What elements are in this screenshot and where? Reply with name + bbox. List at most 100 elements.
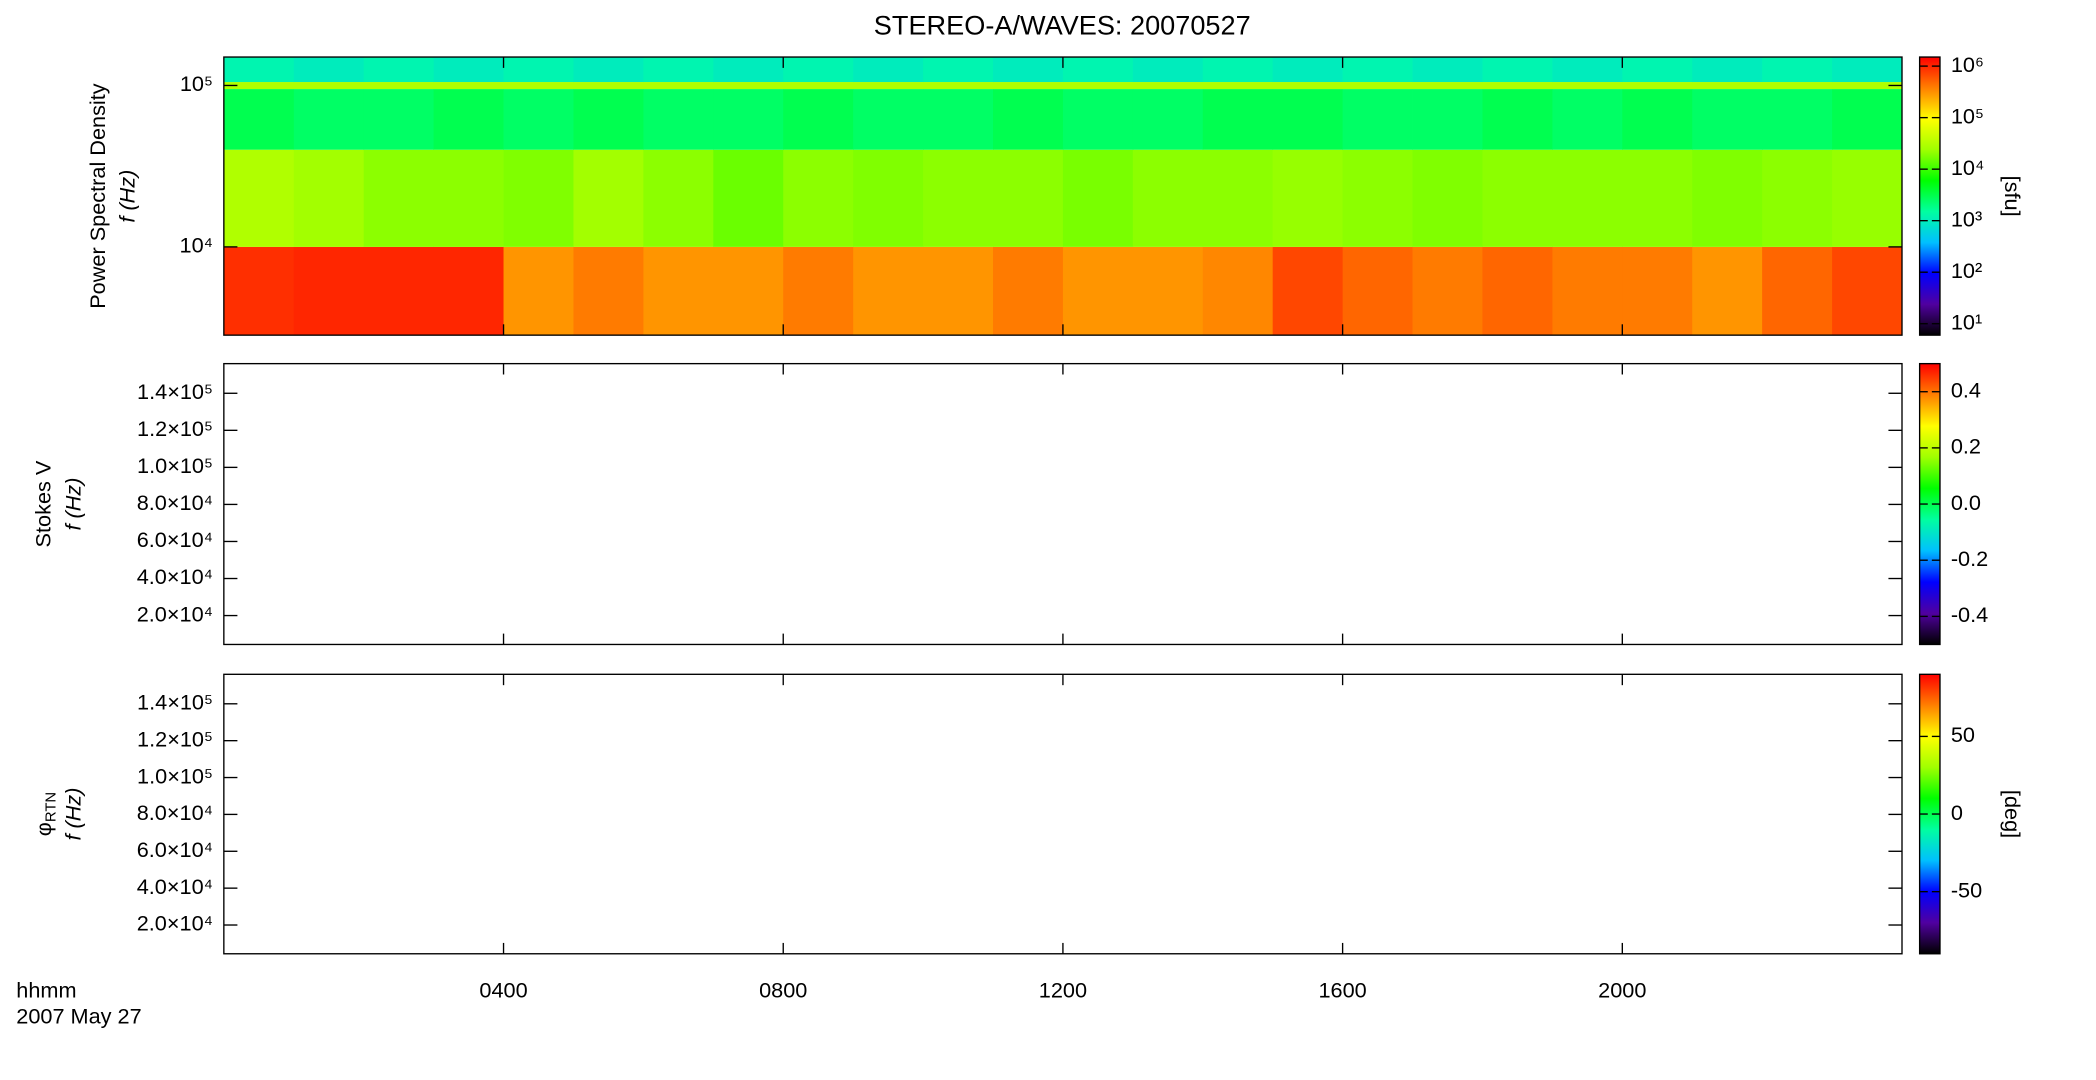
heatmap-cell (923, 57, 994, 83)
heatmap-cell (783, 57, 854, 83)
heatmap-cell (1272, 82, 1344, 90)
heatmap-cell (503, 149, 574, 247)
heatmap-cell (992, 89, 1064, 150)
colorbar-tick-label: 0 (1951, 800, 1963, 825)
heatmap-cell (573, 246, 644, 336)
heatmap-cell (1482, 89, 1553, 150)
heatmap-cell (1832, 149, 1903, 247)
heatmap-cell (1062, 82, 1134, 90)
heatmap-cell (1832, 57, 1903, 83)
heatmap-cell (433, 82, 504, 90)
heatmap-cell (643, 57, 714, 83)
heatmap-cell (992, 246, 1064, 336)
plot-frame (223, 673, 1903, 955)
heatmap-cell (223, 149, 295, 247)
heatmap-cell (503, 57, 574, 83)
heatmap-cell (1272, 246, 1344, 336)
chart-title: STEREO-A/WAVES: 20070527 (874, 9, 1251, 40)
heatmap-cell (853, 82, 924, 90)
heatmap-cell (1132, 57, 1204, 83)
heatmap-cell (643, 82, 714, 90)
heatmap-cell (1832, 246, 1903, 336)
heatmap-cell (1132, 246, 1204, 336)
heatmap-cell (363, 57, 435, 83)
heatmap-cell (1832, 89, 1903, 150)
y-tick-label: 10⁴ (180, 233, 213, 258)
heatmap-cell (363, 89, 435, 150)
heatmap-cell (713, 89, 784, 150)
heatmap-cell (923, 246, 994, 336)
colorbar-tick-label: 0.0 (1951, 490, 1981, 515)
x-tick-label: 2000 (1598, 977, 1646, 1002)
heatmap-cell (1412, 57, 1483, 83)
y-axis-label-subscript: RTN (42, 792, 59, 822)
y-tick-label: 4.0×10⁴ (137, 564, 213, 589)
heatmap-cell (1482, 246, 1553, 336)
y-tick-label: 1.2×10⁵ (137, 726, 213, 751)
heatmap-cell (923, 82, 994, 90)
colorbar-tick-label: 10³ (1951, 206, 1982, 231)
heatmap-cell (853, 149, 924, 247)
colorbar-tick-label: 10⁶ (1951, 52, 1984, 77)
heatmap-cell (713, 57, 784, 83)
heatmap-cell (992, 149, 1064, 247)
heatmap-cell (1412, 149, 1483, 247)
y-tick-label: 1.0×10⁵ (137, 763, 213, 788)
heatmap-cell (853, 89, 924, 150)
heatmap-cell (293, 82, 365, 90)
heatmap-cell (783, 82, 854, 90)
y-tick-label: 2.0×10⁴ (137, 911, 213, 936)
plot-frame (223, 362, 1903, 646)
y-tick-label: 10⁵ (180, 71, 213, 96)
y-axis-label: Power Spectral Density (85, 83, 110, 309)
heatmap-cell (223, 89, 295, 150)
heatmap-cell (503, 82, 574, 90)
colorbar-tick-label: -50 (1951, 877, 1982, 902)
heatmap-cell (1622, 89, 1693, 150)
heatmap-cell (223, 246, 295, 336)
heatmap-cell (1692, 57, 1763, 83)
colorbar-tick-label: 0.4 (1951, 377, 1981, 402)
heatmap-cell (783, 89, 854, 150)
heatmap-cell (643, 89, 714, 150)
heatmap-cell (1692, 82, 1763, 90)
y-tick-label: 6.0×10⁴ (137, 837, 213, 862)
heatmap-cell (223, 57, 295, 83)
heatmap-cell (1202, 246, 1274, 336)
heatmap-cell (1412, 82, 1483, 90)
y-tick-label: 1.4×10⁵ (137, 379, 213, 404)
heatmap-cell (1762, 246, 1833, 336)
heatmap-cell (1342, 89, 1413, 150)
heatmap-cell (1552, 149, 1623, 247)
y-tick-label: 1.2×10⁵ (137, 416, 213, 441)
heatmap-cell (573, 89, 644, 150)
heatmap-cell (853, 57, 924, 83)
heatmap-cell (992, 57, 1064, 83)
heatmap-cell (223, 82, 295, 90)
y-tick-label: 8.0×10⁴ (137, 800, 213, 825)
y-tick-label: 1.0×10⁵ (137, 453, 213, 478)
heatmap-cell (1482, 82, 1553, 90)
heatmap-cell (293, 57, 365, 83)
x-tick-label: 0800 (759, 977, 807, 1002)
colorbar-tick-label: 10¹ (1951, 309, 1982, 334)
heatmap-cell (1622, 149, 1693, 247)
heatmap-cell (1202, 82, 1274, 90)
heatmap-cell (433, 89, 504, 150)
y-axis-label: f (Hz) (115, 170, 140, 223)
heatmap-cell (1622, 246, 1693, 336)
colorbar-tick-label: 50 (1951, 722, 1975, 747)
heatmap-cell (573, 57, 644, 83)
heatmap-cell (1552, 82, 1623, 90)
y-tick-label: 6.0×10⁴ (137, 527, 213, 552)
heatmap-cell (1692, 89, 1763, 150)
heatmap-cell (1552, 246, 1623, 336)
heatmap-cell (1762, 57, 1833, 83)
heatmap-cell (1202, 149, 1274, 247)
heatmap-cell (1272, 149, 1344, 247)
heatmap-cell (1132, 149, 1204, 247)
heatmap-cell (853, 246, 924, 336)
heatmap-cell (363, 246, 435, 336)
colorbar-tick-label: 0.2 (1951, 434, 1981, 459)
y-tick-label: 8.0×10⁴ (137, 490, 213, 515)
